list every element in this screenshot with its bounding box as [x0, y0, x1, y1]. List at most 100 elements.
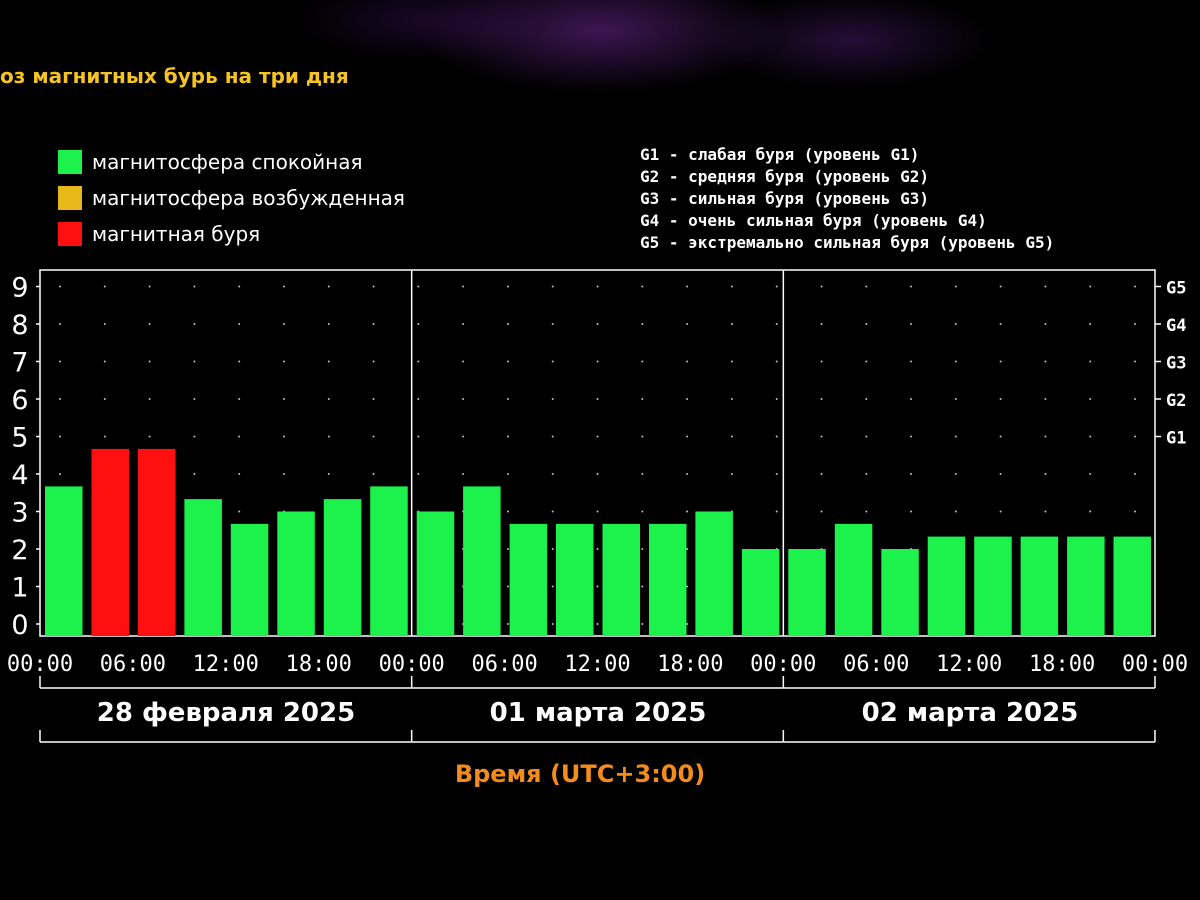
grid-dot — [775, 285, 778, 288]
grid-dot — [641, 585, 644, 588]
grid-dot — [1089, 398, 1092, 400]
grid-dot — [417, 435, 420, 438]
grid-dot — [641, 548, 644, 550]
grid-dot — [954, 323, 957, 325]
kp-bar — [230, 523, 269, 636]
kp-bar — [741, 549, 780, 636]
grid-dot — [506, 323, 509, 325]
grid-dot — [59, 435, 61, 438]
grid-dot — [462, 285, 465, 288]
grid-dot — [954, 473, 957, 475]
kp-bar — [788, 549, 826, 636]
legend-swatch-storm — [58, 222, 82, 246]
grid-dot — [283, 435, 285, 438]
y-tick-label: 4 — [11, 460, 28, 491]
grid-dot — [327, 285, 330, 288]
grid-dot — [686, 398, 689, 400]
chart-title: оз магнитных бурь на три дня — [0, 64, 349, 88]
grid-dot — [238, 398, 241, 400]
x-tick-label: 06:00 — [843, 652, 909, 677]
grid-dot — [551, 585, 554, 588]
y-tick-label: 0 — [11, 610, 28, 641]
kp-bar — [1113, 536, 1151, 636]
kp-bar — [184, 499, 222, 636]
y-tick-label: 5 — [11, 423, 28, 454]
grid-dot — [193, 473, 196, 475]
grid-dot — [506, 360, 509, 363]
grid-dot — [59, 323, 61, 325]
grid-dot — [820, 435, 823, 438]
grid-dot — [686, 435, 689, 438]
kp-bar — [881, 549, 919, 636]
y-tick-label: 8 — [11, 310, 28, 341]
g-level-legend: G1 - слабая буря (уровень G1) G2 - средн… — [640, 144, 1054, 254]
legend-swatch-active — [58, 186, 82, 210]
grid-dot — [103, 435, 106, 438]
grid-dot — [730, 360, 733, 363]
x-tick-label: 12:00 — [564, 652, 630, 677]
grid-dot — [641, 473, 644, 475]
x-tick-label: 00:00 — [7, 652, 73, 677]
grid-dot — [506, 623, 509, 625]
grid-dot — [1044, 473, 1047, 475]
grid-dot — [865, 473, 868, 475]
grid-dot — [372, 435, 375, 438]
grid-dot — [193, 435, 196, 438]
grid-dot — [999, 510, 1002, 513]
grid-dot — [506, 473, 509, 475]
grid-dot — [462, 360, 465, 363]
grid-dot — [238, 285, 241, 288]
grid-dot — [686, 323, 689, 325]
g-legend-g3: G3 - сильная буря (уровень G3) — [640, 189, 929, 208]
grid-dot — [820, 323, 823, 325]
grid-dot — [59, 398, 61, 400]
plot-frame — [39, 269, 1156, 637]
grid-dot — [327, 435, 330, 438]
grid-dot — [148, 360, 151, 363]
kp-bar — [974, 536, 1012, 636]
x-tick-label: 18:00 — [1029, 652, 1095, 677]
grid-dot — [372, 323, 375, 325]
x-tick-label: 06:00 — [100, 652, 166, 677]
grid-dot — [506, 510, 509, 513]
grid-dot — [686, 510, 689, 513]
legend-label-quiet: магнитосфера спокойная — [92, 150, 363, 174]
grid-dot — [551, 435, 554, 438]
grid-dot — [327, 323, 330, 325]
grid-dot — [999, 285, 1002, 288]
grid-dot — [641, 285, 644, 288]
kp-bar — [91, 448, 129, 636]
grid-dot — [417, 473, 420, 475]
kp-bar — [137, 448, 176, 636]
grid-dot — [954, 360, 957, 363]
x-tick-label: 18:00 — [286, 652, 352, 677]
grid-dot — [551, 510, 554, 513]
kp-bar — [463, 486, 501, 636]
grid-dot — [1134, 510, 1136, 513]
kp-bar — [1067, 536, 1105, 636]
grid-dot — [775, 435, 778, 438]
grid-dot — [462, 323, 465, 325]
grid-dot — [103, 323, 106, 325]
grid-dot — [1134, 323, 1136, 325]
kp-bar — [927, 536, 966, 636]
status-legend: магнитосфера спокойная магнитосфера возб… — [58, 144, 405, 252]
grid-dot — [910, 510, 912, 513]
grid-dot — [641, 360, 644, 363]
grid-dot — [238, 323, 241, 325]
grid-dot — [1089, 435, 1092, 438]
kp-bar — [556, 523, 594, 636]
grid-dot — [551, 548, 554, 550]
legend-swatch-quiet — [58, 150, 82, 174]
grid-dot — [551, 473, 554, 475]
legend-item-quiet: магнитосфера спокойная — [58, 144, 405, 180]
grid-dot — [865, 398, 868, 400]
grid-dot — [283, 360, 285, 363]
grid-dot — [238, 473, 241, 475]
grid-dot — [417, 398, 420, 400]
grid-dot — [506, 398, 509, 400]
g-tick-label: G2 — [1166, 391, 1186, 411]
grid-dot — [954, 435, 957, 438]
grid-dot — [103, 360, 106, 363]
grid-dot — [641, 398, 644, 400]
